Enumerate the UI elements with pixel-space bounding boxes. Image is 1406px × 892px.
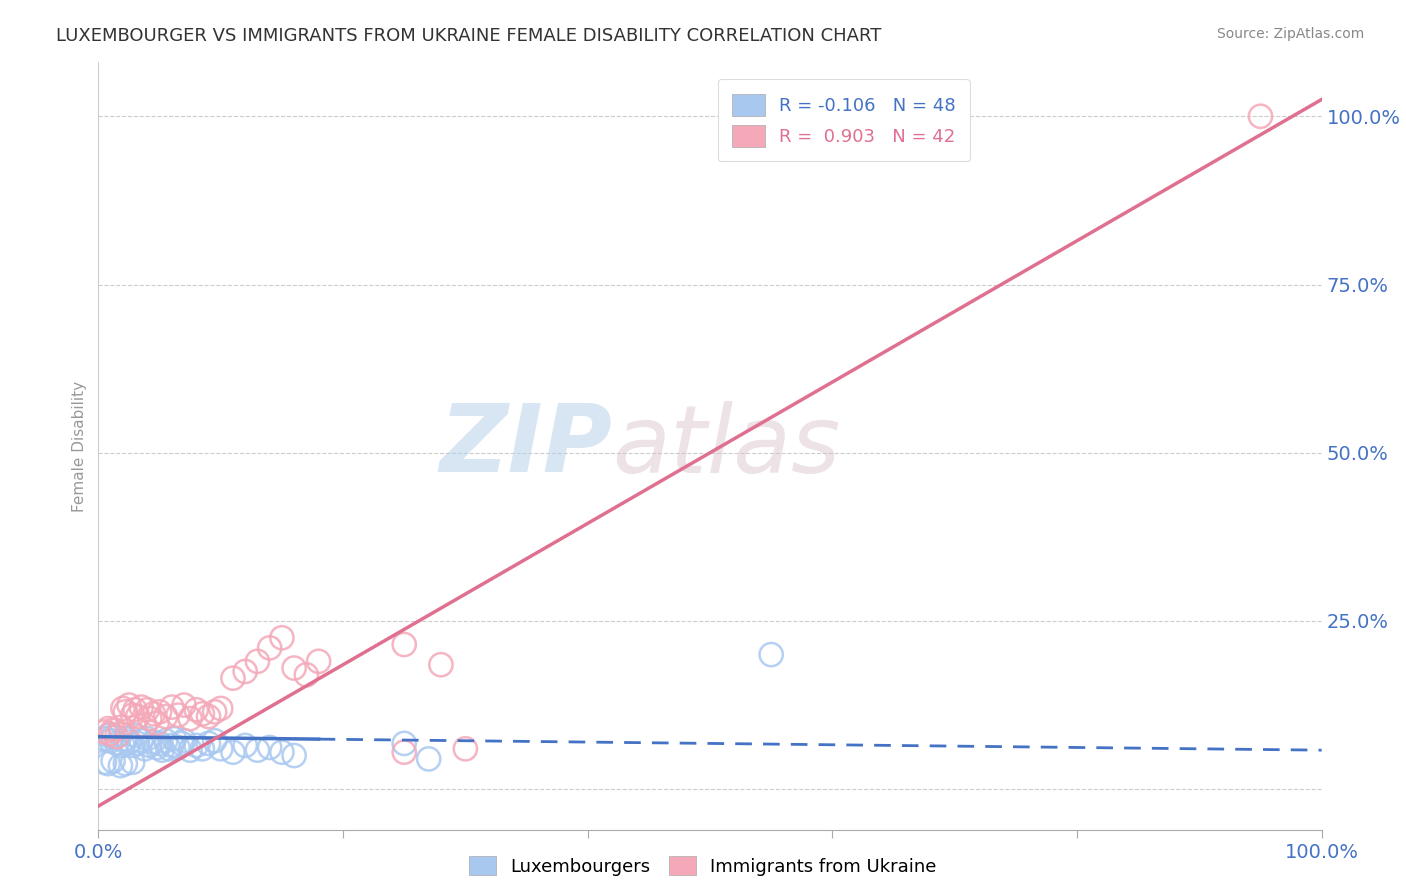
Y-axis label: Female Disability: Female Disability: [72, 380, 87, 512]
Point: [136, 703, 159, 717]
Point: [173, 698, 195, 712]
Point: [160, 739, 183, 753]
Point: [93, 731, 115, 746]
Point: [160, 700, 183, 714]
Point: [101, 754, 124, 768]
Point: [110, 720, 132, 734]
Legend: Luxembourgers, Immigrants from Ukraine: Luxembourgers, Immigrants from Ukraine: [463, 849, 943, 883]
Point: [761, 648, 783, 662]
Point: [149, 736, 172, 750]
Point: [146, 740, 169, 755]
Point: [150, 743, 173, 757]
Legend: R = -0.106   N = 48, R =  0.903   N = 42: R = -0.106 N = 48, R = 0.903 N = 42: [717, 79, 970, 161]
Point: [1249, 109, 1271, 123]
Point: [163, 731, 186, 746]
Point: [392, 745, 416, 759]
Point: [157, 741, 180, 756]
Point: [93, 756, 115, 770]
Point: [93, 725, 115, 739]
Point: [127, 736, 149, 750]
Point: [197, 736, 219, 750]
Point: [121, 756, 143, 770]
Point: [142, 706, 165, 721]
Point: [204, 705, 226, 719]
Point: [146, 716, 169, 731]
Point: [124, 728, 146, 742]
Point: [124, 703, 146, 717]
Point: [246, 743, 269, 757]
Point: [308, 654, 330, 668]
Point: [430, 657, 453, 672]
Text: ZIP: ZIP: [439, 400, 612, 492]
Point: [233, 665, 256, 679]
Point: [167, 740, 190, 755]
Point: [259, 640, 281, 655]
Point: [110, 727, 132, 741]
Point: [209, 741, 232, 756]
Point: [186, 739, 208, 753]
Point: [204, 733, 226, 747]
Point: [139, 712, 162, 726]
Point: [100, 733, 122, 747]
Point: [105, 736, 128, 750]
Point: [114, 756, 136, 771]
Text: LUXEMBOURGER VS IMMIGRANTS FROM UKRAINE FEMALE DISABILITY CORRELATION CHART: LUXEMBOURGER VS IMMIGRANTS FROM UKRAINE …: [56, 27, 882, 45]
Point: [209, 701, 232, 715]
Point: [246, 654, 269, 668]
Point: [392, 638, 416, 652]
Point: [295, 667, 318, 681]
Point: [149, 705, 172, 719]
Point: [170, 736, 193, 750]
Point: [222, 745, 245, 759]
Point: [179, 743, 201, 757]
Point: [134, 718, 156, 732]
Point: [114, 705, 136, 719]
Point: [129, 700, 152, 714]
Point: [167, 708, 190, 723]
Point: [118, 735, 141, 749]
Point: [111, 701, 134, 715]
Point: [129, 733, 152, 747]
Point: [418, 752, 440, 766]
Point: [270, 745, 294, 759]
Point: [136, 731, 159, 746]
Point: [110, 758, 132, 772]
Point: [454, 741, 477, 756]
Point: [121, 708, 143, 723]
Point: [97, 728, 120, 742]
Point: [101, 723, 124, 737]
Point: [121, 739, 143, 753]
Point: [283, 748, 305, 763]
Point: [142, 735, 165, 749]
Point: [105, 730, 128, 744]
Point: [101, 730, 124, 744]
Point: [233, 739, 256, 753]
Point: [118, 698, 141, 712]
Point: [197, 709, 219, 723]
Text: Source: ZipAtlas.com: Source: ZipAtlas.com: [1216, 27, 1364, 41]
Point: [179, 712, 201, 726]
Point: [222, 671, 245, 685]
Point: [134, 741, 156, 756]
Point: [392, 736, 416, 750]
Point: [173, 733, 195, 747]
Point: [191, 741, 214, 756]
Point: [155, 709, 177, 723]
Point: [114, 731, 136, 746]
Point: [191, 706, 214, 721]
Point: [97, 722, 120, 736]
Point: [186, 703, 208, 717]
Point: [155, 733, 177, 747]
Point: [270, 631, 294, 645]
Point: [127, 709, 149, 723]
Point: [100, 727, 122, 741]
Point: [111, 739, 134, 753]
Point: [139, 739, 162, 753]
Point: [97, 756, 120, 771]
Point: [259, 740, 281, 755]
Point: [283, 661, 305, 675]
Text: atlas: atlas: [612, 401, 841, 491]
